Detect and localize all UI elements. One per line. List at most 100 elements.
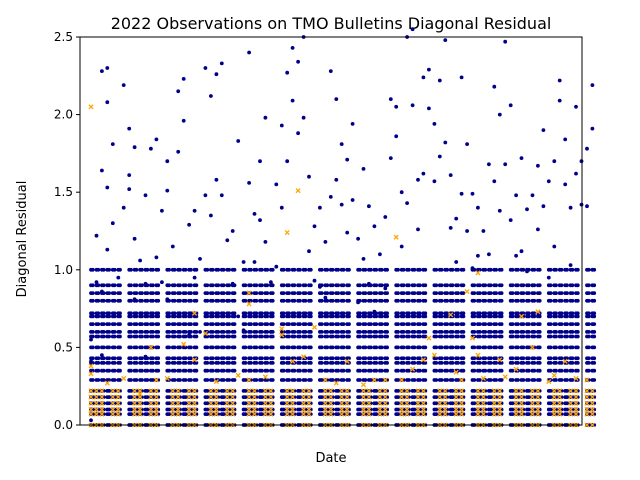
data-point — [510, 356, 515, 361]
data-point — [554, 267, 558, 272]
data-point — [270, 334, 275, 339]
data-point — [134, 361, 139, 365]
data-point — [145, 395, 150, 399]
data-point — [439, 298, 444, 303]
data-point — [116, 311, 121, 316]
data-point — [488, 267, 493, 272]
data-point — [281, 395, 286, 399]
data-point — [548, 395, 553, 399]
data-point — [477, 283, 482, 288]
data-point — [358, 356, 362, 361]
data-point — [189, 283, 193, 288]
data-point — [480, 406, 486, 413]
data-point — [183, 401, 188, 406]
data-point — [107, 356, 111, 361]
data-point — [541, 204, 546, 209]
data-point — [221, 389, 226, 393]
data-point — [559, 298, 564, 303]
data-point — [259, 389, 264, 393]
data-point — [298, 407, 302, 412]
data-point — [243, 407, 248, 412]
data-point — [439, 356, 444, 361]
data-point — [557, 400, 563, 406]
data-point — [518, 400, 525, 406]
data-point — [385, 330, 389, 334]
data-point — [519, 249, 524, 254]
data-point — [298, 267, 302, 272]
data-point — [308, 267, 313, 272]
data-point — [129, 345, 133, 350]
data-point — [129, 378, 133, 382]
data-point — [210, 334, 215, 339]
data-point — [96, 298, 101, 303]
data-point — [421, 75, 426, 80]
data-point — [330, 368, 335, 373]
data-point — [358, 345, 362, 350]
y-tick-label: 2.0 — [54, 108, 73, 122]
data-point — [510, 314, 515, 319]
data-point — [336, 267, 340, 272]
data-point — [461, 361, 466, 365]
data-point — [592, 291, 597, 295]
y-tick-label: 1.5 — [54, 185, 73, 199]
data-point — [308, 378, 313, 382]
data-point — [363, 298, 368, 303]
data-point — [205, 401, 210, 406]
data-point — [129, 389, 133, 393]
data-point — [89, 418, 93, 423]
data-point — [368, 322, 373, 326]
data-point — [363, 345, 368, 350]
data-point — [107, 361, 111, 365]
data-point — [456, 267, 460, 272]
data-point — [530, 193, 535, 198]
data-point — [344, 358, 350, 364]
data-point — [90, 311, 95, 316]
data-point — [221, 395, 226, 399]
data-point — [516, 314, 520, 319]
data-point — [537, 291, 542, 295]
data-point — [90, 334, 95, 339]
data-point — [319, 330, 324, 334]
data-point — [445, 361, 449, 365]
data-point — [230, 394, 236, 400]
data-point — [221, 267, 226, 272]
data-point — [584, 394, 590, 400]
data-point — [189, 291, 193, 295]
data-point — [121, 375, 127, 381]
data-point — [488, 314, 493, 319]
data-point — [112, 378, 117, 382]
data-point — [287, 291, 291, 295]
data-point — [445, 314, 449, 319]
data-point — [570, 314, 575, 319]
data-point — [415, 388, 421, 394]
data-point — [461, 311, 466, 316]
data-point — [160, 208, 164, 213]
data-point — [99, 394, 105, 400]
data-point — [420, 388, 427, 394]
data-point — [565, 378, 569, 382]
data-point — [491, 411, 497, 417]
data-point — [336, 283, 340, 288]
data-point — [330, 330, 335, 334]
data-point — [347, 322, 351, 326]
data-point — [300, 411, 307, 417]
data-point — [243, 322, 248, 326]
data-point — [421, 171, 426, 176]
data-point — [107, 311, 111, 316]
data-point — [450, 361, 455, 365]
data-point — [287, 314, 291, 319]
data-point — [281, 330, 286, 334]
data-point — [488, 407, 493, 412]
data-point — [150, 283, 155, 288]
data-point — [232, 322, 237, 326]
data-point — [510, 330, 515, 334]
data-point — [167, 345, 172, 350]
data-point — [330, 361, 335, 365]
data-point — [412, 322, 417, 326]
data-point — [487, 162, 491, 167]
data-point — [325, 345, 330, 350]
y-tick-label: 2.5 — [54, 30, 73, 44]
data-point — [477, 378, 482, 382]
data-point — [570, 298, 575, 303]
data-point — [404, 394, 410, 400]
